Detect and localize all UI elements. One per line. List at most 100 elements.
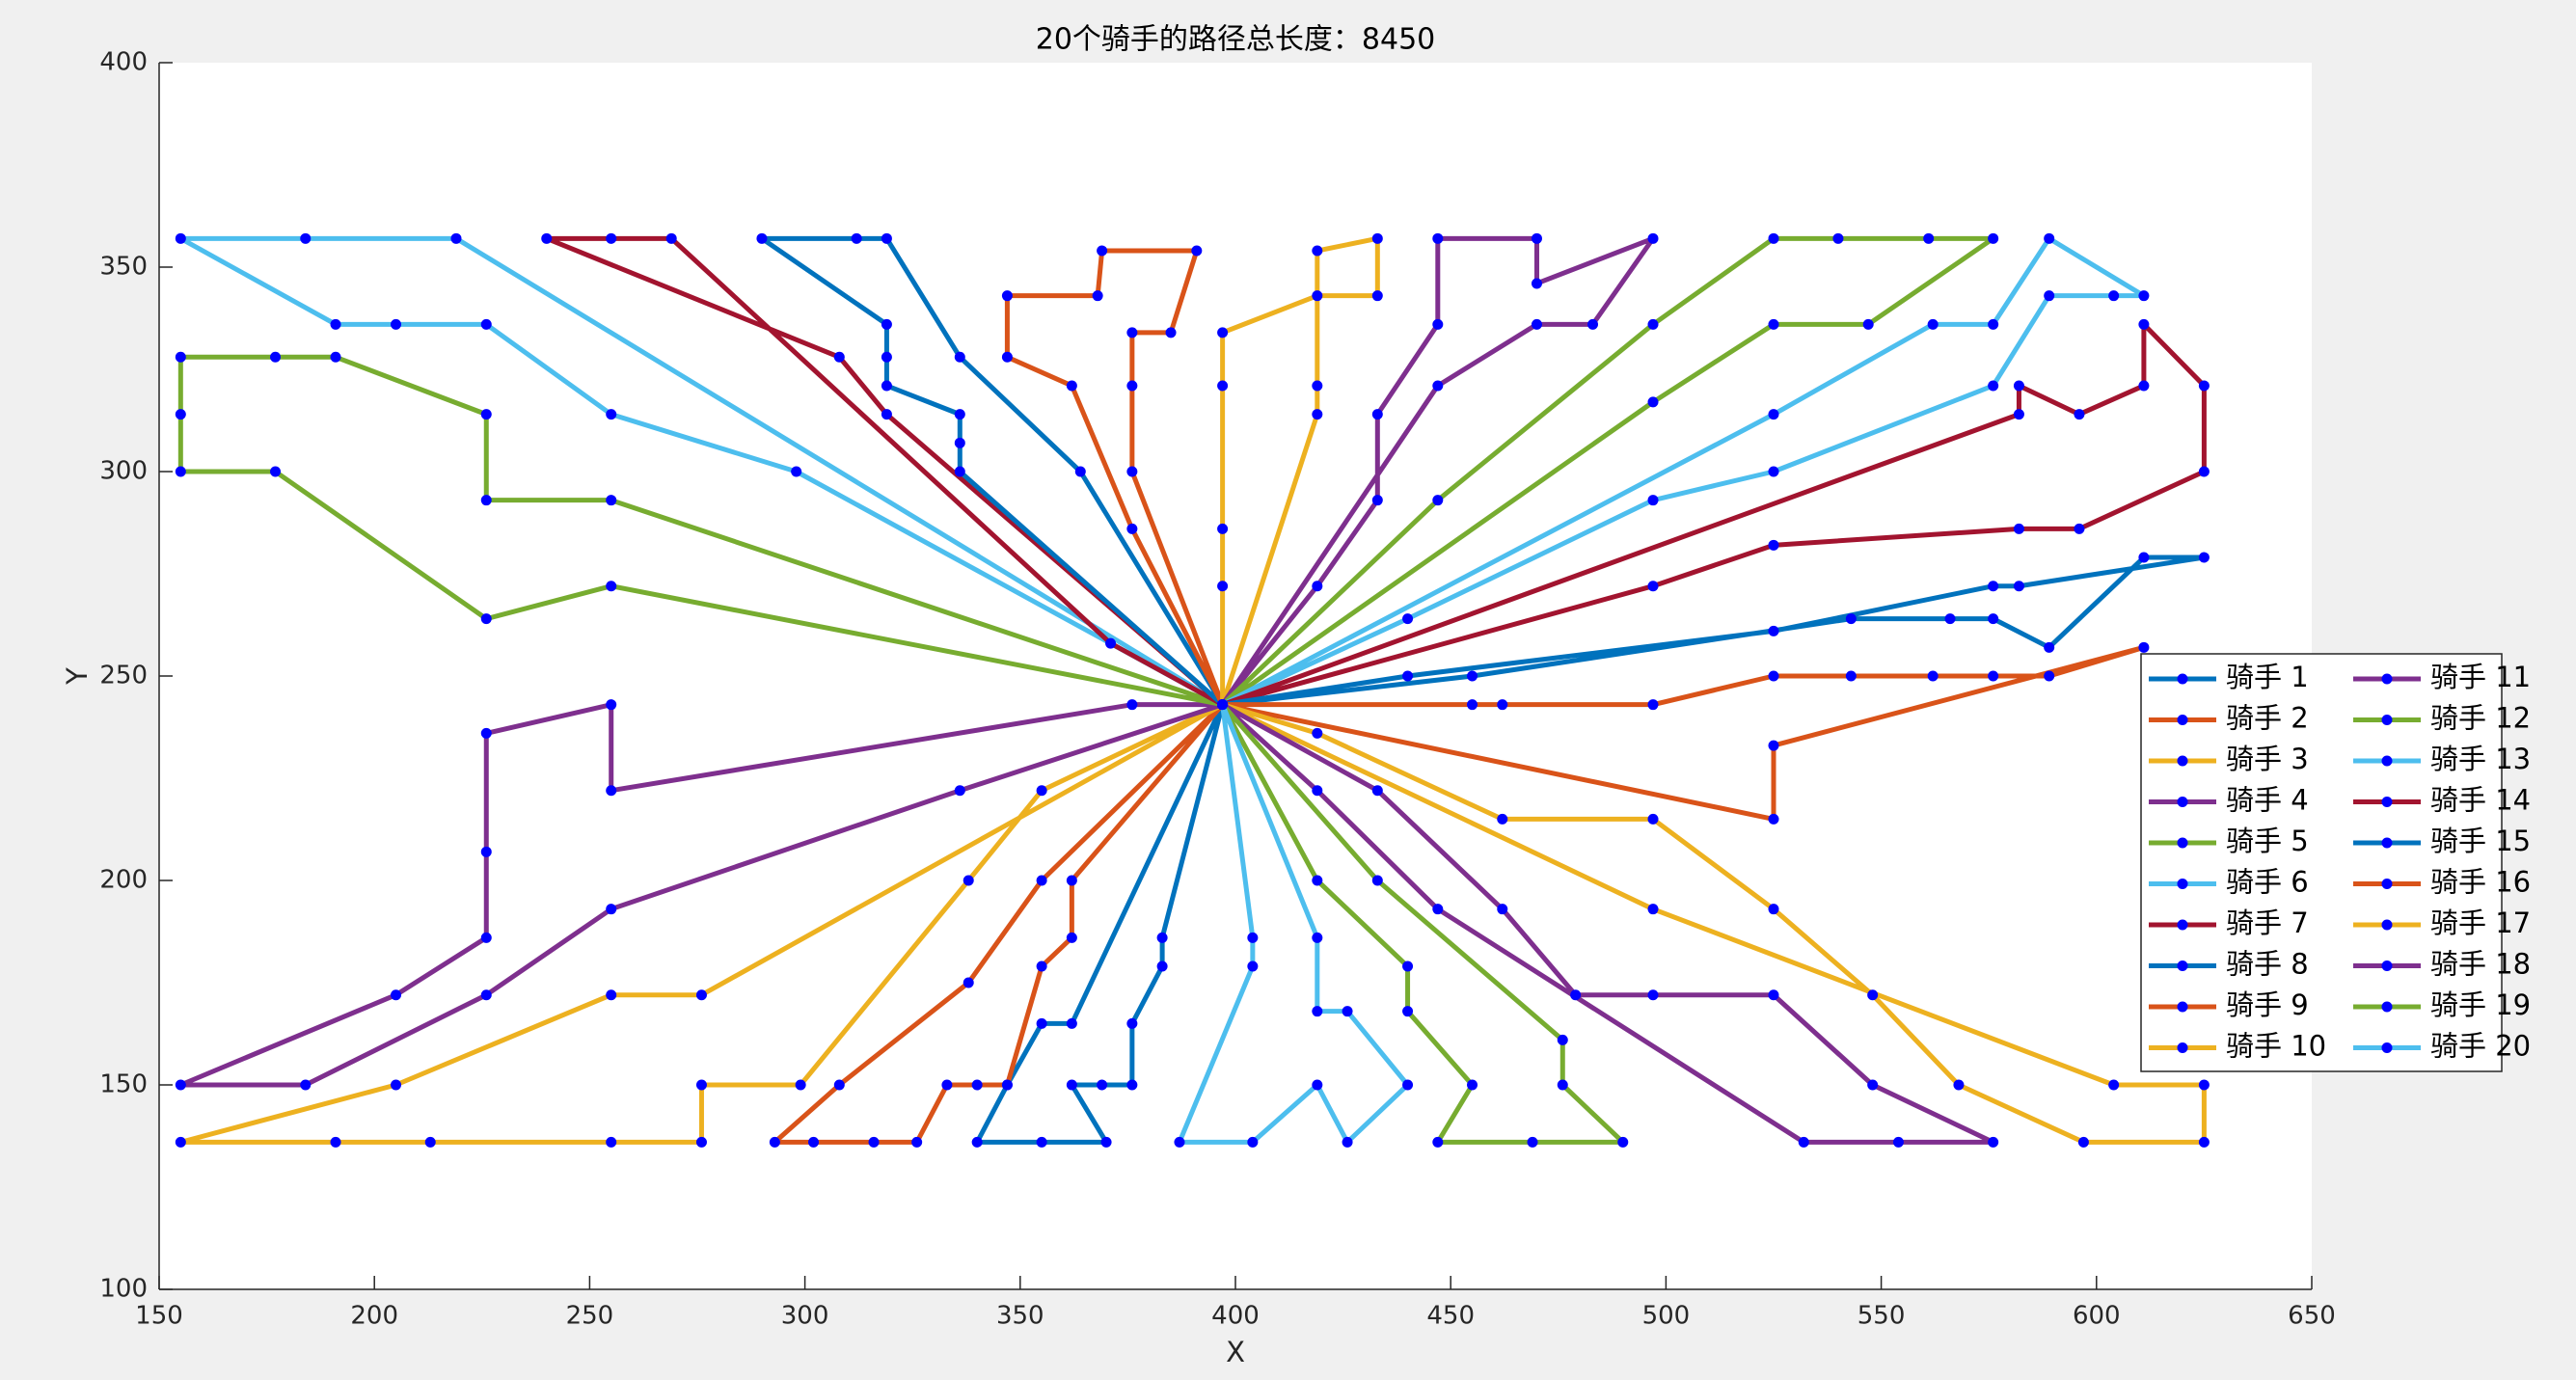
legend-marker	[2381, 961, 2393, 971]
route-point	[2013, 581, 2024, 592]
route-point	[480, 846, 492, 857]
route-point	[1557, 1034, 1568, 1045]
route-point	[1432, 904, 1444, 915]
legend-label: 骑手 20	[2430, 1030, 2531, 1063]
route-point	[1402, 961, 1414, 972]
route-point	[1312, 581, 1323, 592]
route-point	[971, 1079, 983, 1091]
route-point	[1217, 380, 1229, 392]
route-point	[1617, 1136, 1629, 1148]
route-point	[1798, 1136, 1809, 1148]
route-point	[1402, 613, 1414, 625]
route-point	[881, 232, 892, 244]
route-point	[1312, 875, 1323, 886]
legend-label: 骑手 19	[2430, 988, 2531, 1021]
route-point	[1768, 625, 1779, 636]
route-point	[1768, 904, 1779, 915]
route-point	[1768, 409, 1779, 420]
route-point	[1217, 581, 1229, 592]
x-axis-label: X	[1226, 1336, 1245, 1368]
route-point	[2074, 523, 2085, 534]
x-tick-label: 450	[1426, 1302, 1475, 1331]
route-point	[480, 613, 492, 625]
route-point	[1036, 875, 1047, 886]
route-point	[1927, 318, 1939, 330]
route-point	[1944, 613, 1956, 625]
route-point	[606, 232, 617, 244]
legend-label: 骑手 3	[2226, 743, 2309, 775]
route-line	[544, 235, 1225, 707]
route-point	[1768, 989, 1779, 1001]
route-point	[606, 495, 617, 506]
route-point	[300, 1079, 312, 1091]
route-point	[1867, 989, 1879, 1001]
route-point	[1126, 523, 1138, 534]
legend-marker	[2177, 715, 2188, 725]
y-tick-label: 250	[99, 662, 148, 690]
route-line	[177, 702, 1224, 1088]
route-point	[1927, 670, 1939, 682]
legend-label: 骑手 2	[2226, 702, 2309, 735]
legend-label: 骑手 16	[2430, 866, 2531, 899]
route-point	[1371, 875, 1383, 886]
route-point	[1247, 961, 1259, 972]
x-tick-label: 350	[996, 1302, 1044, 1331]
legend-marker	[2381, 919, 2393, 931]
route-point	[175, 1079, 186, 1091]
y-axis-label: Y	[61, 667, 94, 686]
route-point	[1768, 670, 1779, 682]
route-point	[941, 1079, 953, 1091]
route-point	[1647, 581, 1659, 592]
legend-label: 骑手 7	[2226, 906, 2309, 939]
route-point	[2108, 290, 2120, 302]
route-point	[2138, 641, 2150, 653]
route-point	[1531, 318, 1542, 330]
legend-label: 骑手 17	[2430, 906, 2531, 939]
route-point	[881, 409, 892, 420]
route-point	[391, 989, 402, 1001]
route-point	[1247, 1136, 1259, 1148]
legend-label: 骑手 9	[2226, 988, 2309, 1021]
route-point	[833, 1079, 845, 1091]
route-point	[1647, 699, 1659, 711]
route-point	[963, 875, 974, 886]
route-point	[2198, 552, 2210, 563]
route-point	[1432, 380, 1444, 392]
route-point	[606, 989, 617, 1001]
route-point	[606, 409, 617, 420]
route-point	[1312, 409, 1323, 420]
route-point	[1467, 1079, 1478, 1091]
x-tick-label: 600	[2073, 1302, 2121, 1331]
route-point	[1988, 380, 1999, 392]
legend-label: 骑手 4	[2226, 784, 2309, 817]
route-point	[1371, 232, 1383, 244]
route-point	[1768, 466, 1779, 477]
route-point	[1342, 1006, 1353, 1017]
route-point	[1247, 932, 1259, 943]
route-point	[1097, 1079, 1108, 1091]
legend-label: 骑手 5	[2226, 825, 2309, 857]
x-tick-label: 550	[1857, 1302, 1906, 1331]
route-point	[175, 1136, 186, 1148]
route-point	[954, 351, 965, 363]
legend-marker	[2177, 961, 2188, 971]
route-point	[1066, 1017, 1077, 1029]
route-point	[2013, 380, 2024, 392]
route-point	[954, 437, 965, 448]
chart-title: 20个骑手的路径总长度：8450	[1036, 23, 1436, 57]
route-point	[1432, 318, 1444, 330]
route-point	[1097, 245, 1108, 257]
route-point	[2138, 380, 2150, 392]
route-point	[1988, 1136, 1999, 1148]
legend-marker	[2381, 837, 2393, 849]
route-point	[954, 785, 965, 797]
legend-marker	[2177, 919, 2188, 931]
route-point	[1165, 327, 1177, 338]
route-point	[450, 232, 462, 244]
route-point	[1587, 318, 1599, 330]
route-point	[769, 1136, 780, 1148]
route-point	[963, 977, 974, 988]
route-point	[1105, 637, 1117, 649]
legend-label: 骑手 8	[2226, 948, 2309, 981]
